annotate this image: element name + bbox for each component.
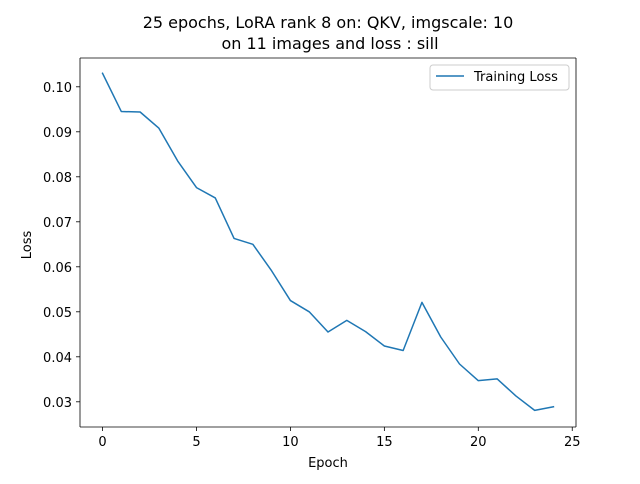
y-tick-label: 0.05	[43, 306, 72, 321]
y-axis-label: Loss	[20, 231, 35, 260]
x-tick-label: 5	[192, 435, 200, 450]
y-axis-ticks: 0.03 0.04 0.05 0.06 0.07 0.08 0.09 0.10	[43, 81, 80, 411]
y-tick-label: 0.04	[43, 351, 72, 366]
x-tick-label: 25	[564, 435, 581, 450]
y-tick-label: 0.07	[43, 216, 72, 231]
x-tick-label: 20	[470, 435, 487, 450]
y-tick-label: 0.09	[43, 126, 72, 141]
training-loss-line	[101, 72, 555, 412]
chart-title-line-1: 25 epochs, LoRA rank 8 on: QKV, imgscale…	[143, 13, 514, 32]
y-tick-label: 0.10	[43, 81, 72, 96]
legend-box	[429, 64, 570, 91]
x-tick-label: 0	[98, 435, 106, 450]
legend-label-training-loss: Training Loss	[473, 70, 558, 85]
x-tick-label: 15	[376, 435, 393, 450]
x-tick-label: 10	[282, 435, 299, 450]
x-axis-ticks: 0 5 10 15 20 25	[98, 427, 581, 450]
x-axis-label: Epoch	[308, 456, 348, 471]
plot-frame	[79, 57, 577, 428]
y-tick-label: 0.06	[43, 261, 72, 276]
y-tick-label: 0.03	[43, 396, 72, 411]
plot-area	[80, 58, 576, 427]
chart-title-line-2: on 11 images and loss : sill	[221, 34, 438, 53]
y-tick-label: 0.08	[43, 171, 72, 186]
legend: Training Loss	[429, 64, 570, 91]
